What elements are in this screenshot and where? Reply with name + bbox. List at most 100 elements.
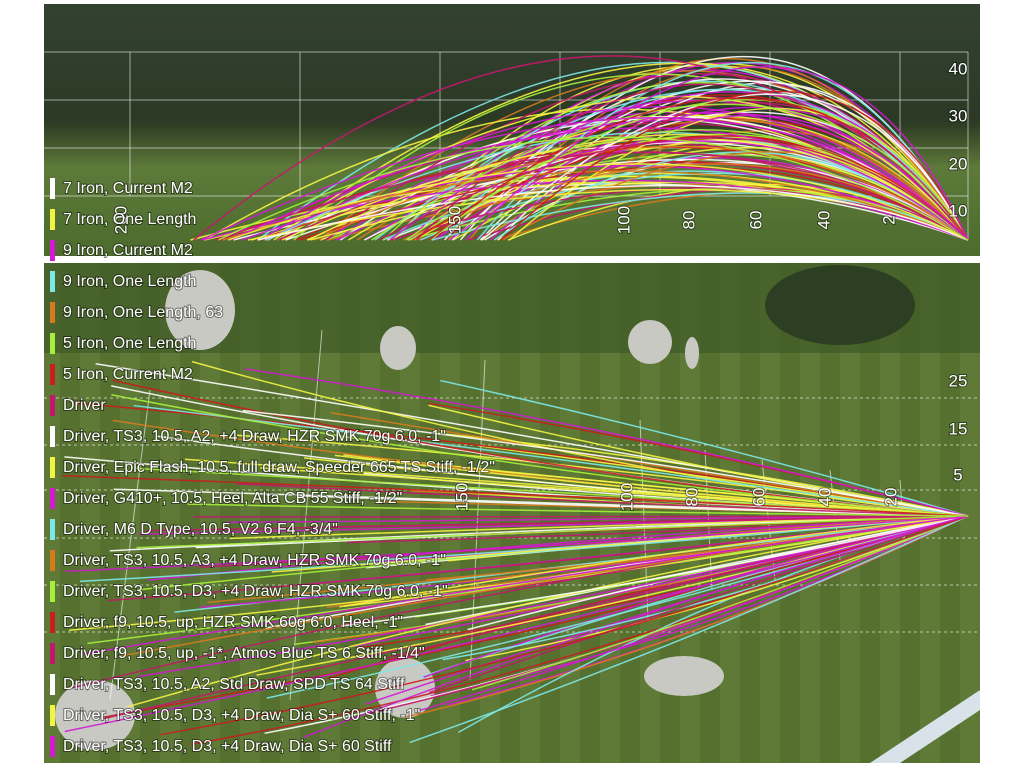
shot-trace — [62, 474, 969, 517]
legend-label: Driver, TS3, 10.5, D3, +4 Draw, Dia S+ 6… — [63, 707, 420, 724]
legend-label: Driver, TS3, 10.5, A3, +4 Draw, HZR SMK … — [63, 552, 446, 569]
legend-label: Driver, TS3, 10.5, D3, +4 Draw, Dia S+ 6… — [63, 738, 392, 755]
offset-label: 15 — [949, 419, 968, 438]
legend-swatch — [50, 519, 55, 540]
distance-label: 2 — [879, 215, 898, 224]
shot-trace — [303, 515, 969, 738]
distance-label: 150 — [445, 206, 464, 234]
shot-trace — [193, 515, 969, 518]
legend-swatch — [50, 488, 55, 509]
legend-label: Driver, TS3, 10.5, D3, +4 Draw, HZR SMK … — [63, 583, 448, 600]
legend-swatch — [50, 457, 55, 478]
legend-label: 7 Iron, Current M2 — [63, 180, 193, 197]
shot-trace — [371, 103, 969, 241]
legend-label: Driver, TS3, 10.5, A2, Std Draw, SPD TS … — [63, 676, 405, 693]
shot-trace — [257, 184, 969, 241]
shot-trace — [187, 503, 969, 517]
legend-swatch — [50, 426, 55, 447]
shot-trace — [409, 515, 969, 744]
distance-label: 60 — [746, 211, 765, 230]
distance-label: 40 — [814, 211, 833, 230]
shot-trace — [136, 515, 969, 549]
legend-swatch — [50, 643, 55, 664]
shot-trace — [160, 515, 969, 736]
shot-trace — [500, 90, 969, 241]
legend-swatch — [50, 395, 55, 416]
legend-label: Driver, TS3, 10.5, A2, +4 Draw, HZR SMK … — [63, 428, 446, 445]
distance-label: 80 — [679, 211, 698, 230]
distance-label: 200 — [111, 206, 130, 234]
legend-label: Driver, f9, 10.5, up, HZR SMK 60g 6.0, H… — [63, 614, 403, 631]
distance-label: 60 — [749, 488, 768, 507]
shot-trace — [95, 362, 969, 517]
legend-swatch — [50, 705, 55, 726]
legend-label: Driver, f9, 10.5, up, -1*, Atmos Blue TS… — [63, 645, 425, 662]
legend: 7 Iron, Current M2 7 Iron, One Length 9 Ir… — [50, 178, 496, 757]
shot-trace — [334, 454, 969, 517]
shot-trace — [428, 515, 969, 694]
legend-swatch — [50, 674, 55, 695]
shot-trace — [341, 515, 969, 627]
shot-trace — [65, 515, 969, 573]
shot-trace — [191, 360, 969, 517]
shot-trace — [64, 456, 969, 517]
legend-label: 5 Iron, Current M2 — [63, 366, 193, 383]
labels: 40 30 20 10 200 150 100 80 60 40 2 25 15 5 150 100 80 60 4… — [110, 58, 968, 512]
shot-trace — [103, 515, 969, 718]
legend-swatch — [50, 612, 55, 633]
legend-label: 7 Iron, One Length — [63, 211, 196, 228]
shot-trace — [200, 117, 969, 241]
height-label: 40 — [949, 59, 968, 78]
shot-trace — [471, 515, 969, 691]
shot-trace — [260, 467, 969, 517]
shot-trace — [464, 66, 969, 241]
shot-trace — [481, 93, 969, 241]
legend-label: Driver, Epic Flash, 10.5, full draw, Spe… — [63, 459, 495, 476]
offset-label: 25 — [949, 371, 968, 390]
shot-trace — [330, 412, 969, 517]
distance-label: 100 — [617, 483, 636, 511]
distance-label: 100 — [614, 206, 633, 234]
distance-label: 80 — [682, 488, 701, 507]
shot-trace — [226, 515, 969, 524]
offset-label: 5 — [953, 465, 962, 484]
distance-label: 20 — [881, 488, 900, 507]
legend-label: 9 Iron, One Length — [63, 273, 196, 290]
shot-trace — [273, 62, 969, 241]
legend-label: 9 Iron, Current M2 — [63, 242, 193, 259]
shot-trace — [133, 404, 969, 517]
shot-trace — [218, 136, 969, 241]
shot-trace — [259, 106, 969, 241]
shot-trace — [237, 483, 969, 517]
legend-swatch — [50, 209, 55, 230]
height-label: 10 — [949, 201, 968, 220]
shot-trace — [465, 515, 969, 662]
shot-trace — [431, 192, 969, 241]
shot-trace — [436, 61, 969, 241]
legend-label: Driver, M6 D Type, 10.5, V2 6 F4, -3/4" — [63, 521, 338, 538]
shot-trace — [229, 515, 969, 540]
legend-label: Driver — [63, 397, 106, 414]
legend-swatch — [50, 736, 55, 757]
shot-trace — [83, 515, 969, 655]
legend-label: Driver, G410+, 10.5, Heel, Alta CB 55 St… — [63, 490, 402, 507]
shot-trace — [111, 394, 969, 517]
shot-trace — [285, 158, 969, 241]
distance-label: 150 — [452, 483, 471, 511]
legend-swatch — [50, 581, 55, 602]
shot-trace — [222, 170, 969, 241]
shot-trace — [103, 515, 969, 720]
shot-trace — [127, 515, 969, 708]
legend-swatch — [50, 271, 55, 292]
legend-swatch — [50, 302, 55, 323]
shot-trace — [419, 515, 969, 712]
top-view — [44, 263, 980, 763]
height-label: 30 — [949, 106, 968, 125]
shot-trace — [379, 137, 969, 241]
legend-swatch — [50, 240, 55, 261]
shot-trace — [428, 97, 969, 241]
shot-trace — [145, 515, 969, 532]
legend-swatch — [50, 333, 55, 354]
